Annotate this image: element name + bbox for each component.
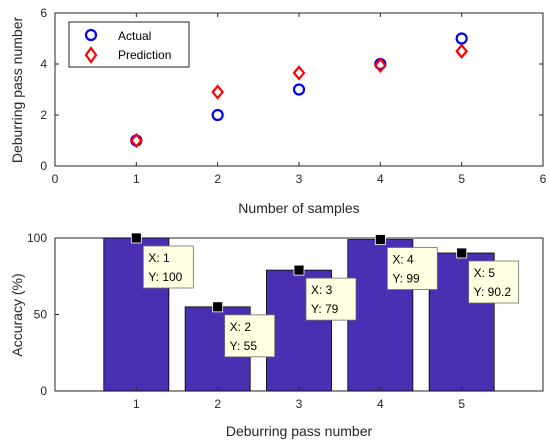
prediction-point — [292, 65, 306, 81]
datatip-y: Y: 55 — [230, 339, 258, 353]
scatter-ylabel: Deburring pass number — [9, 17, 25, 164]
y-tick-label: 100 — [27, 231, 47, 245]
prediction-point — [373, 57, 387, 73]
bar-ylabel: Accuracy (%) — [9, 273, 25, 356]
legend-prediction-label: Prediction — [118, 48, 171, 62]
x-tick-label: 6 — [540, 172, 547, 186]
datatip-marker — [130, 232, 142, 244]
prediction-point — [129, 132, 143, 149]
datatip-marker — [293, 264, 305, 276]
y-tick-label: 4 — [40, 57, 47, 71]
x-tick-label: 3 — [296, 397, 303, 411]
y-tick-label: 0 — [40, 384, 47, 398]
x-tick-label: 1 — [133, 172, 140, 186]
datatip-box — [224, 314, 276, 358]
scatter-panel: 0 1 2 3 4 5 6 0 2 4 6 Number of samples Deburring … — [9, 6, 547, 216]
bar-datatips: X: 1 Y: 100 X: 2 Y: 55 X: 3 Y: 79 X: 4 Y: 99 X: … — [130, 232, 520, 358]
actual-point — [455, 32, 468, 45]
y-tick-label: 0 — [40, 159, 47, 173]
legend-actual-label: Actual — [118, 29, 151, 43]
legend-actual-marker — [84, 28, 98, 42]
actual-point — [292, 83, 306, 96]
datatip-marker — [212, 301, 224, 313]
datatip-box — [386, 247, 438, 290]
legend-prediction-marker — [84, 46, 98, 64]
datatip-box — [468, 260, 520, 304]
scatter-ticks: 0 1 2 3 4 5 6 0 2 4 6 — [40, 6, 546, 186]
x-tick-label: 5 — [458, 172, 465, 186]
datatip-x: X: 5 — [474, 266, 496, 280]
x-tick-label: 0 — [52, 172, 59, 186]
datatip-y: Y: 99 — [392, 272, 420, 286]
datatip-y: Y: 100 — [148, 270, 182, 284]
prediction-point — [211, 84, 225, 100]
datatip-marker — [456, 247, 468, 259]
datatip-y: Y: 90.2 — [474, 285, 512, 299]
x-tick-label: 2 — [214, 397, 221, 411]
x-tick-label: 3 — [296, 172, 303, 186]
bar-xlabel: Deburring pass number — [226, 423, 373, 439]
datatip-x: X: 2 — [230, 320, 252, 334]
scatter-legend: Actual Prediction — [68, 21, 190, 68]
scatter-xlabel: Number of samples — [238, 200, 359, 216]
y-tick-label: 50 — [34, 308, 48, 322]
prediction-point — [455, 43, 469, 59]
x-tick-label: 4 — [377, 397, 384, 411]
x-tick-label: 1 — [133, 397, 140, 411]
datatip-x: X: 1 — [148, 251, 170, 265]
datatip-x: X: 3 — [311, 283, 333, 297]
x-tick-label: 5 — [458, 397, 465, 411]
datatip-box — [142, 245, 194, 289]
actual-point — [211, 108, 224, 122]
x-tick-label: 2 — [214, 172, 221, 186]
datatip-x: X: 4 — [392, 253, 414, 267]
scatter-marks — [129, 32, 469, 149]
datatip-box — [305, 277, 357, 321]
y-tick-label: 2 — [40, 108, 47, 122]
datatip-marker — [374, 234, 386, 245]
datatip-y: Y: 79 — [311, 302, 339, 316]
y-tick-label: 6 — [40, 6, 47, 20]
x-tick-label: 4 — [377, 172, 384, 186]
